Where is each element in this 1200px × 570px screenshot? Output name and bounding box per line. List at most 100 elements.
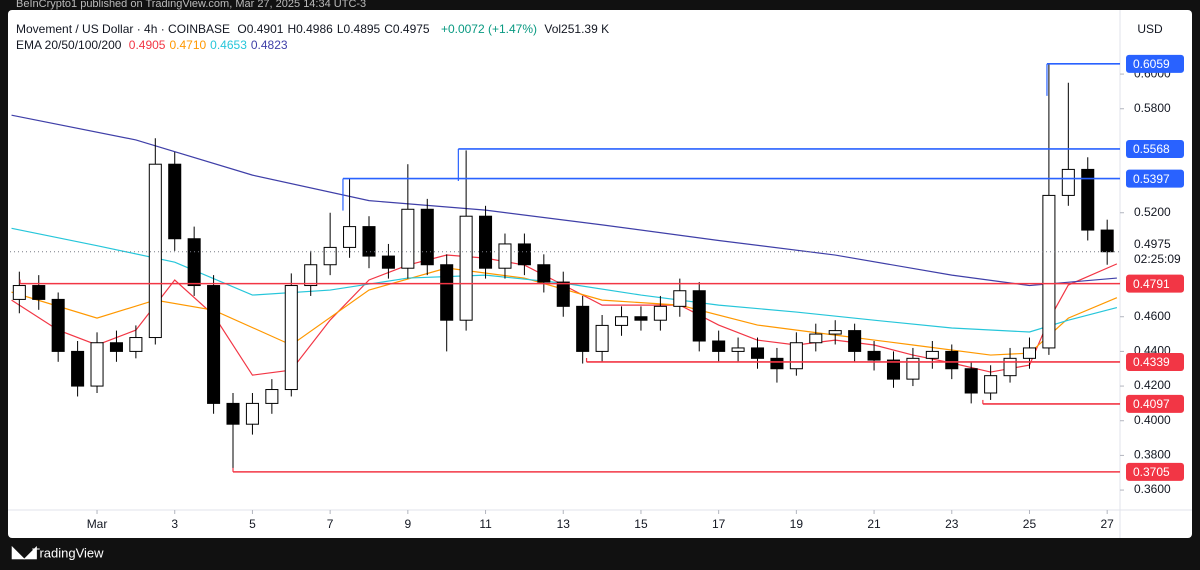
candle-body: [576, 305, 590, 352]
x-tick-label: 15: [634, 517, 648, 531]
x-tick-label: 21: [867, 517, 881, 531]
level-label: 0.3705: [1133, 465, 1170, 479]
indicator-value: 0.4905: [128, 38, 166, 52]
level-label: 0.4791: [1133, 277, 1170, 291]
candle-body: [284, 285, 298, 391]
candle-body: [615, 316, 629, 326]
candle-body: [517, 243, 531, 266]
x-tick-label: 19: [790, 517, 804, 531]
candle-body: [168, 163, 182, 240]
candle-body: [479, 215, 493, 269]
candle-body: [187, 238, 201, 287]
candle-body: [1042, 194, 1056, 349]
candle-body: [634, 316, 648, 321]
candle-body: [731, 347, 745, 352]
candle-body: [867, 350, 881, 361]
y-tick-label: 0.3800: [1134, 448, 1171, 462]
y-tick-label: 0.4600: [1134, 309, 1171, 323]
candle-body: [401, 208, 415, 269]
candle-body: [323, 246, 337, 266]
candle-body: [129, 337, 143, 352]
y-tick-label: 0.5200: [1134, 205, 1171, 219]
candle-body: [71, 350, 85, 387]
logo-mark: ◣◢: [11, 544, 37, 561]
x-tick-label: 23: [945, 517, 959, 531]
indicator-header: EMA 20/50/100/200 0.4905 0.4710 0.4653 0.48…: [16, 38, 296, 52]
x-tick-label: 11: [479, 517, 492, 531]
candle-body: [906, 357, 920, 380]
candle-body: [304, 264, 318, 287]
level-label: 0.5397: [1133, 172, 1170, 186]
ema-line: [11, 267, 1118, 356]
ohlc-value: 0.4986: [296, 22, 333, 36]
x-tick-label: 3: [171, 517, 178, 531]
ohlc-key: O: [237, 22, 247, 36]
candle-body: [1061, 168, 1075, 196]
ohlc-value: 0.4901: [246, 22, 284, 36]
candle-body: [886, 359, 901, 380]
x-tick-label: 5: [249, 517, 256, 531]
countdown-label: 02:25:09: [1134, 252, 1181, 266]
candle-body: [207, 285, 221, 404]
candle-body: [556, 281, 570, 307]
candle-body: [1022, 347, 1036, 359]
level-tag: [1126, 352, 1184, 371]
x-tick-label: 13: [557, 517, 571, 531]
x-tick-label: 17: [712, 517, 726, 531]
candle-body: [809, 333, 823, 344]
candle-body: [1003, 357, 1017, 377]
candle-body: [440, 264, 454, 321]
indicator-value: 0.4710: [169, 38, 207, 52]
candle-body: [32, 285, 46, 300]
plot: 0.36000.38000.40000.42000.44000.46000.52…: [10, 54, 1186, 531]
y-tick-label: 0.5800: [1134, 101, 1171, 115]
candle-body: [828, 330, 842, 335]
level-tag: [1126, 54, 1184, 73]
x-tick-label: 9: [405, 517, 412, 531]
y-tick-label: 0.3600: [1134, 482, 1171, 496]
ohlc-key: L: [336, 22, 344, 36]
candle-body: [343, 226, 357, 248]
candle-body: [362, 226, 376, 257]
candle-body: [1100, 229, 1114, 253]
x-tick-label: Mar: [87, 517, 108, 531]
candle-body: [90, 342, 104, 387]
ohlc-key: H: [287, 22, 297, 36]
level-label: 0.4339: [1133, 355, 1170, 369]
candle-body: [498, 243, 512, 269]
candle-body: [673, 290, 687, 307]
candle-body: [265, 389, 279, 404]
candle-body: [12, 285, 26, 300]
chart-panel: [8, 10, 1192, 538]
candle-body: [984, 375, 998, 394]
candle-body: [925, 350, 939, 359]
indicator-label: EMA 20/50/100/200: [16, 38, 122, 52]
candle-body: [226, 402, 240, 425]
volume-key: Vol: [544, 22, 562, 36]
candle-body: [595, 324, 609, 352]
level-label: 0.6059: [1133, 57, 1170, 71]
ohlc-value: 0.4975: [392, 22, 430, 36]
volume: 251.39 K: [561, 22, 610, 36]
level-tag: [1126, 169, 1184, 188]
candle-body: [964, 368, 978, 394]
publisher-note: BeInCrypto1 published on TradingView.com…: [16, 0, 366, 10]
level-tag: [1126, 274, 1184, 293]
ohlc-key: C: [384, 22, 393, 36]
currency-label: USD: [1137, 22, 1163, 36]
symbol-header: Movement / US Dollar · 4h · COINBASE O0.…: [16, 22, 613, 36]
indicator-value: 0.4823: [250, 38, 288, 52]
last-price-label: 0.4975: [1134, 237, 1171, 251]
candle-body: [1081, 168, 1095, 231]
brand: TradingView: [32, 545, 104, 560]
y-tick-label: 0.4000: [1134, 413, 1171, 427]
candle-body: [848, 330, 862, 352]
x-tick-label: 7: [327, 517, 334, 531]
candle-body: [692, 290, 706, 342]
x-tick-label: 25: [1023, 517, 1037, 531]
level-tag: [1126, 139, 1184, 158]
symbol: Movement / US Dollar · 4h · COINBASE: [16, 22, 231, 36]
last-price-tag: [1124, 235, 1186, 268]
